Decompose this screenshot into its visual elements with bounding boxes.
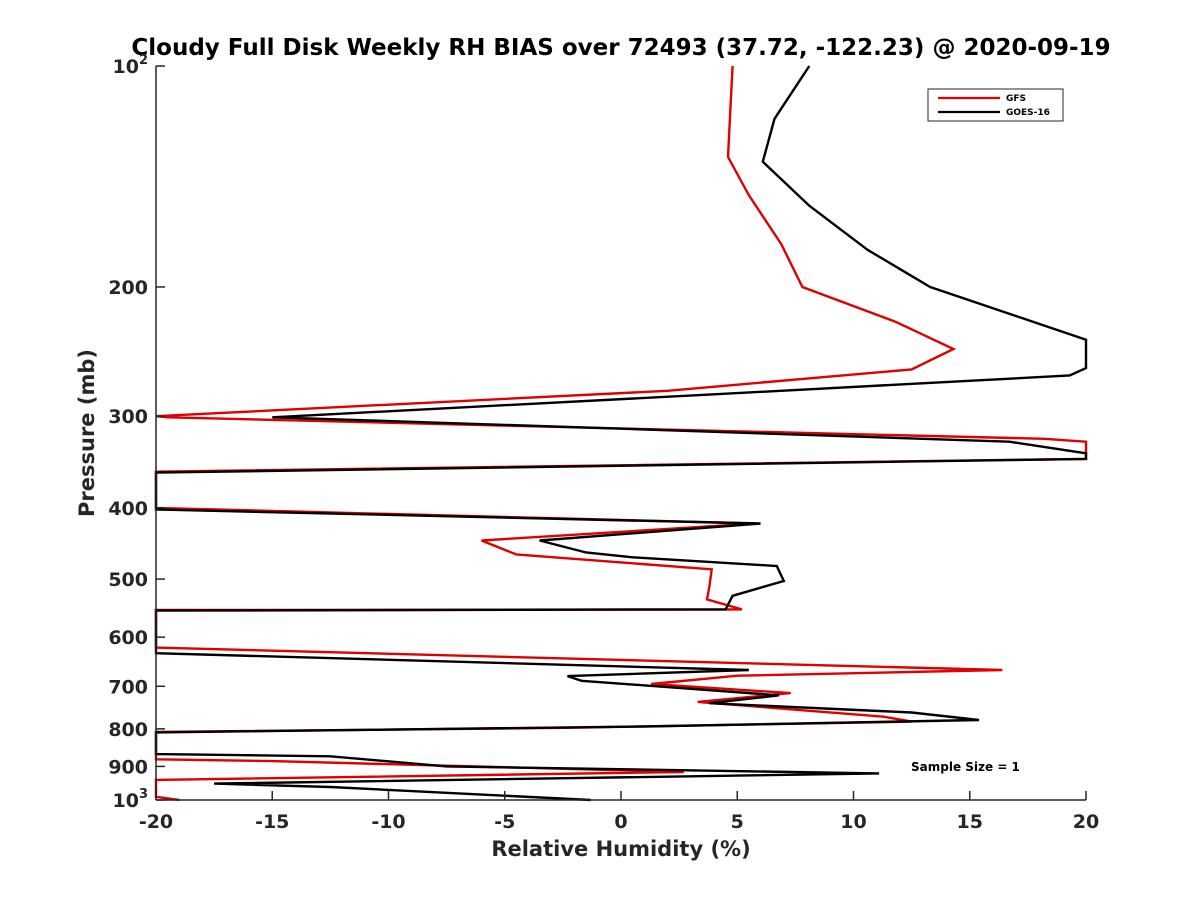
x-tick-label: -5 [494, 811, 515, 833]
axes [155, 66, 1086, 801]
x-tick-label: 5 [731, 811, 744, 833]
x-tick-label: -10 [371, 811, 405, 833]
x-tick-label: 15 [957, 811, 983, 833]
series-line-goes-16 [154, 65, 1088, 802]
legend-box [927, 88, 1064, 122]
y-tick-label: 102 [113, 53, 149, 78]
chart-title: Cloudy Full Disk Weekly RH BIAS over 724… [131, 35, 1110, 61]
legend-label: GFS [1006, 94, 1026, 104]
y-tick-label: 300 [108, 406, 148, 428]
plot-area [154, 65, 1088, 802]
y-tick-label: 500 [108, 569, 148, 591]
y-axis-label: Pressure (mb) [75, 349, 99, 517]
x-axis-label: Relative Humidity (%) [491, 837, 750, 861]
x-tick-label: 20 [1073, 811, 1099, 833]
y-tick-label: 200 [108, 277, 148, 299]
y-tick-label: 600 [108, 627, 148, 649]
x-tick-label: -15 [255, 811, 289, 833]
series-line-gfs [154, 65, 1088, 802]
y-tick-label: 400 [108, 498, 148, 520]
y-tick-label: 800 [108, 719, 148, 741]
x-axis-ticks: -20 -15 -10 -5 0 5 10 15 20 [139, 791, 1099, 833]
y-tick-label: 700 [108, 676, 148, 698]
x-tick-label: -20 [139, 811, 173, 833]
x-tick-label: 10 [840, 811, 866, 833]
legend-label: GOES-16 [1006, 108, 1050, 118]
y-tick-label: 103 [113, 787, 149, 812]
y-axis-ticks: 102 200 300 400 500 600 700 800 900 103 [108, 53, 165, 812]
sample-size-annotation: Sample Size = 1 [911, 760, 1020, 774]
x-tick-label: 0 [614, 811, 627, 833]
y-tick-label: 900 [108, 756, 148, 778]
legend: GFS GOES-16 [927, 88, 1064, 122]
